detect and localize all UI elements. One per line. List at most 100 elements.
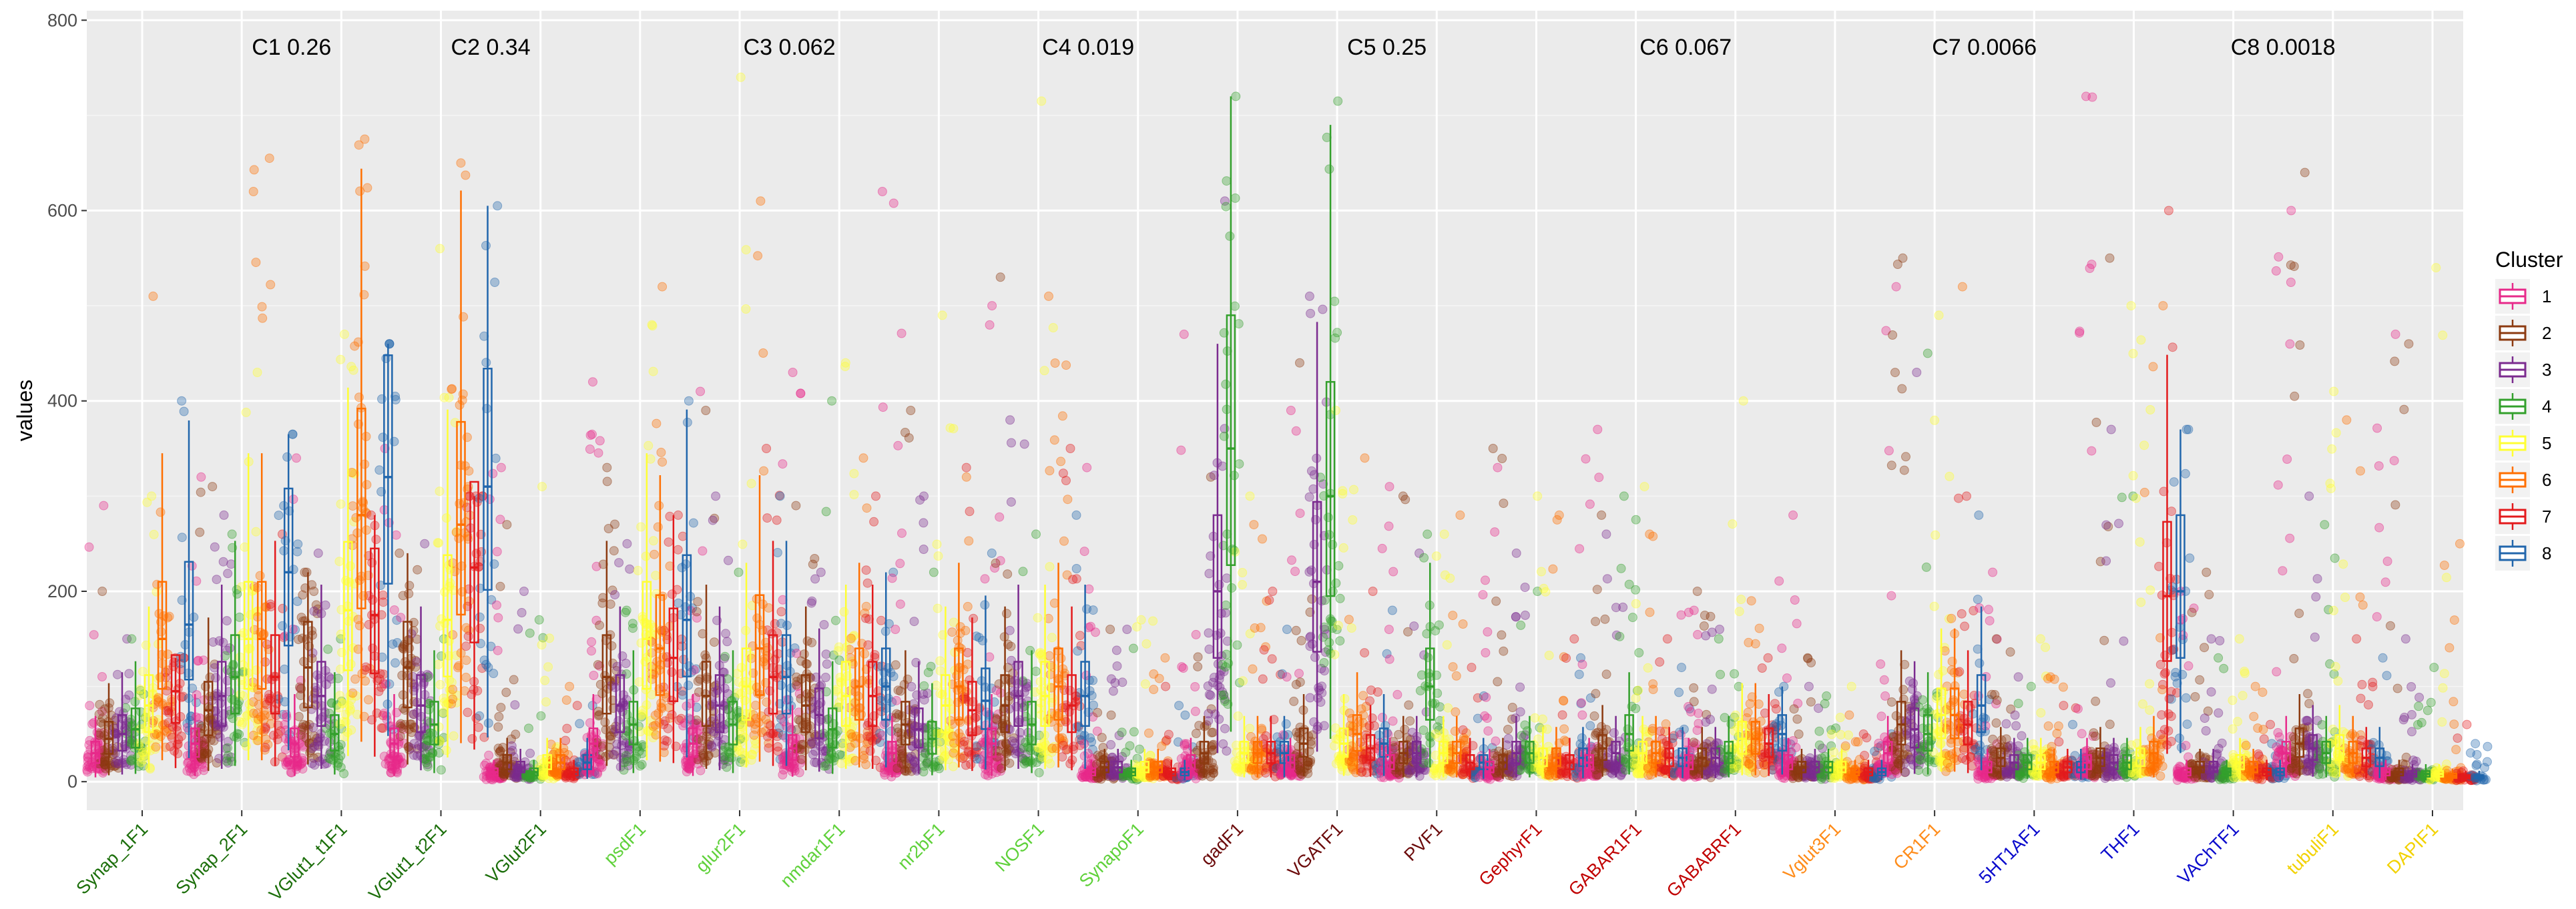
- data-point: [734, 745, 744, 755]
- data-point: [587, 637, 597, 647]
- data-point: [693, 597, 703, 607]
- data-point: [127, 634, 137, 644]
- data-point: [295, 682, 304, 692]
- data-point: [562, 723, 572, 733]
- data-point: [807, 596, 817, 606]
- data-point: [561, 695, 571, 705]
- data-point: [1538, 714, 1547, 724]
- data-point: [197, 750, 207, 760]
- data-point: [210, 542, 220, 552]
- data-point: [1110, 678, 1120, 688]
- data-point: [1720, 713, 1730, 723]
- data-point: [1180, 710, 1190, 720]
- data-point: [1542, 724, 1552, 734]
- data-point: [1332, 759, 1341, 769]
- data-point: [991, 558, 1001, 568]
- data-point: [1349, 485, 1358, 495]
- data-point: [1455, 510, 1465, 520]
- data-point: [678, 531, 688, 541]
- data-point: [151, 742, 161, 752]
- data-point: [1251, 771, 1261, 780]
- data-point: [636, 522, 646, 532]
- data-point: [1419, 725, 1429, 735]
- data-point: [969, 613, 979, 623]
- data-point: [288, 495, 298, 505]
- data-point: [1448, 611, 1458, 621]
- data-point: [435, 244, 445, 254]
- data-point: [1250, 623, 1260, 633]
- data-point: [537, 482, 547, 492]
- data-point: [1063, 495, 1073, 505]
- data-point: [1403, 765, 1413, 775]
- data-point: [461, 641, 471, 651]
- data-point: [189, 763, 199, 773]
- data-point: [228, 670, 238, 680]
- data-point: [1045, 466, 1055, 476]
- data-point: [919, 767, 929, 777]
- data-point: [461, 655, 471, 665]
- data-point: [869, 517, 879, 527]
- data-point: [1231, 91, 1241, 101]
- data-point: [1057, 411, 1067, 421]
- data-point: [389, 436, 399, 446]
- data-point: [575, 719, 585, 729]
- data-point: [335, 719, 345, 729]
- data-point: [926, 661, 936, 671]
- data-point: [1503, 725, 1513, 734]
- data-point: [1561, 653, 1571, 663]
- data-point: [1287, 555, 1296, 565]
- data-point: [588, 377, 597, 387]
- data-point: [257, 302, 267, 312]
- data-point: [219, 510, 229, 520]
- data-point: [1045, 759, 1055, 769]
- data-point: [173, 749, 183, 759]
- data-point: [241, 407, 251, 417]
- data-point: [1141, 639, 1151, 649]
- data-point: [85, 701, 95, 711]
- data-point: [142, 497, 152, 507]
- data-point: [1333, 621, 1343, 631]
- data-point: [456, 158, 466, 168]
- data-point: [1258, 534, 1267, 544]
- data-point: [849, 469, 859, 479]
- data-point: [1018, 567, 1028, 577]
- data-point: [338, 698, 348, 708]
- data-point: [736, 663, 746, 673]
- data-point: [1552, 515, 1562, 525]
- data-point: [238, 660, 248, 670]
- data-point: [1230, 193, 1240, 203]
- data-point: [673, 545, 683, 555]
- data-point: [963, 647, 973, 657]
- data-point: [773, 742, 783, 751]
- data-point: [1633, 685, 1643, 695]
- data-point: [537, 640, 547, 650]
- data-point: [1221, 379, 1231, 389]
- data-point: [374, 465, 384, 475]
- data-point: [919, 689, 929, 699]
- data-point: [197, 746, 207, 756]
- data-point: [113, 669, 122, 679]
- data-point: [1034, 768, 1044, 778]
- data-point: [1615, 631, 1625, 641]
- data-point: [378, 590, 388, 600]
- data-point: [791, 501, 801, 511]
- data-point: [1058, 469, 1068, 479]
- data-point: [97, 713, 107, 723]
- data-point: [1193, 652, 1203, 662]
- data-point: [698, 546, 708, 556]
- data-point: [1071, 574, 1081, 584]
- data-point: [890, 625, 900, 634]
- data-point: [463, 707, 473, 717]
- data-point: [1384, 625, 1394, 635]
- data-point: [99, 501, 109, 511]
- data-point: [1218, 739, 1228, 749]
- data-point: [323, 644, 333, 654]
- data-point: [1458, 725, 1468, 735]
- data-point: [764, 743, 774, 753]
- data-point: [610, 519, 619, 529]
- data-point: [308, 723, 318, 733]
- data-point: [164, 705, 174, 715]
- data-point: [1730, 669, 1740, 679]
- data-point: [792, 725, 802, 735]
- data-point: [238, 628, 248, 638]
